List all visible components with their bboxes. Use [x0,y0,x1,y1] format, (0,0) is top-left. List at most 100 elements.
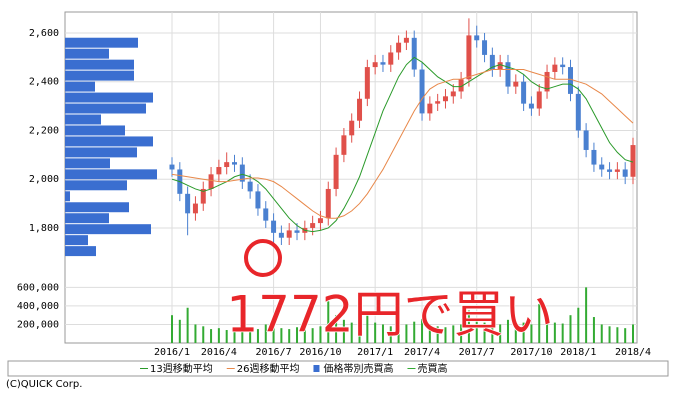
volume-bar [366,315,369,343]
candle-body [458,79,464,92]
volume-bar [319,326,322,343]
candle-body [294,230,300,233]
candle-body [403,37,409,43]
volume-bar [303,329,306,343]
price-band-bar [65,125,125,136]
volume-bar [249,327,252,343]
candle-body [552,64,558,72]
price-band-bar [65,136,153,147]
y2-tick-label: 200,000 [17,319,59,330]
volume-bar [350,322,353,343]
volume-bar [499,324,502,343]
candle-body [474,35,480,41]
copyright: (C)QUICK Corp. [6,379,82,390]
volume-bar [194,324,197,343]
price-band-bar [65,158,110,169]
candle-body [630,145,636,177]
volume-bar [311,328,314,343]
candle-body [169,164,175,170]
candle-body [317,218,323,224]
candle-body [482,40,488,55]
candle-body [310,223,316,228]
candle-body [505,62,511,87]
candle-body [224,162,230,168]
y-tick-label: 2,600 [29,28,59,39]
volume-bar [256,329,259,343]
candle-body [489,54,495,70]
y-tick-label: 2,000 [29,174,59,185]
price-band-bar [65,224,151,235]
volume-bar [397,323,400,343]
candle-body [607,169,613,172]
x-tick-label: 2018/1 [560,347,596,358]
volume-bar [546,318,549,343]
candle-body [513,81,519,87]
volume-bar [389,326,392,343]
candle-body [591,149,597,165]
volume-bar [342,319,345,343]
volume-bar [335,315,338,343]
candle-body [497,62,503,70]
price-band-bar [65,191,70,202]
candle-body [349,120,355,136]
volume-bar [210,329,213,343]
volume-bar [225,330,228,343]
volume-bar [475,318,478,343]
candle-body [622,169,628,177]
price-band-bar [65,147,137,158]
ma-line [171,69,634,219]
candle-body [536,91,542,109]
volume-bar [553,322,556,343]
price-band-bar [65,81,95,92]
volume-bar [538,304,541,343]
volume-bar [608,326,611,343]
candle-body [614,169,620,172]
candle-body [372,62,378,68]
candle-body [567,67,573,94]
legend-label: 26週移動平均 [237,362,300,375]
legend-marker [313,365,320,372]
ma-line [171,56,634,233]
volume-bar [421,318,424,343]
candle-body [216,167,222,175]
x-tick-label: 2018/4 [615,347,651,358]
candle-body [528,103,534,109]
candle-body [185,193,191,214]
volume-bar [530,324,533,343]
candle-body [271,220,277,233]
volume-bar [452,325,455,343]
volume-bar [296,327,299,343]
volume-bar [413,321,416,343]
price-band-bar [65,180,127,191]
price-band-bar [65,202,129,213]
volume-bar [592,317,595,343]
volume-bar [600,324,603,343]
candle-body [380,62,386,65]
price-band-bar [65,213,109,224]
price-band-bar [65,37,138,48]
volume-bar [374,322,377,343]
candle-body [325,188,331,219]
candle-body [435,101,441,104]
x-tick-label: 2016/1 [154,347,190,358]
y2-tick-label: 400,000 [17,301,59,312]
candle-body [419,69,425,114]
price-band-bar [65,235,88,246]
volume-bar [436,326,439,343]
candle-body [232,162,238,165]
x-tick-label: 2017/7 [459,347,495,358]
legend-label: 13週移動平均 [150,362,213,375]
candle-body [411,37,417,70]
volume-bar [186,307,189,343]
price-band-bar [65,246,96,257]
volume-bar [178,319,181,343]
x-tick-label: 2017/10 [510,347,552,358]
candle-body [341,135,347,155]
candle-body [599,164,605,170]
candle-body [278,232,284,238]
volume-bar [491,320,494,343]
price-band-bar [65,59,134,70]
volume-bar [405,324,408,343]
price-band-bar [65,92,153,103]
price-band-bar [65,103,146,114]
